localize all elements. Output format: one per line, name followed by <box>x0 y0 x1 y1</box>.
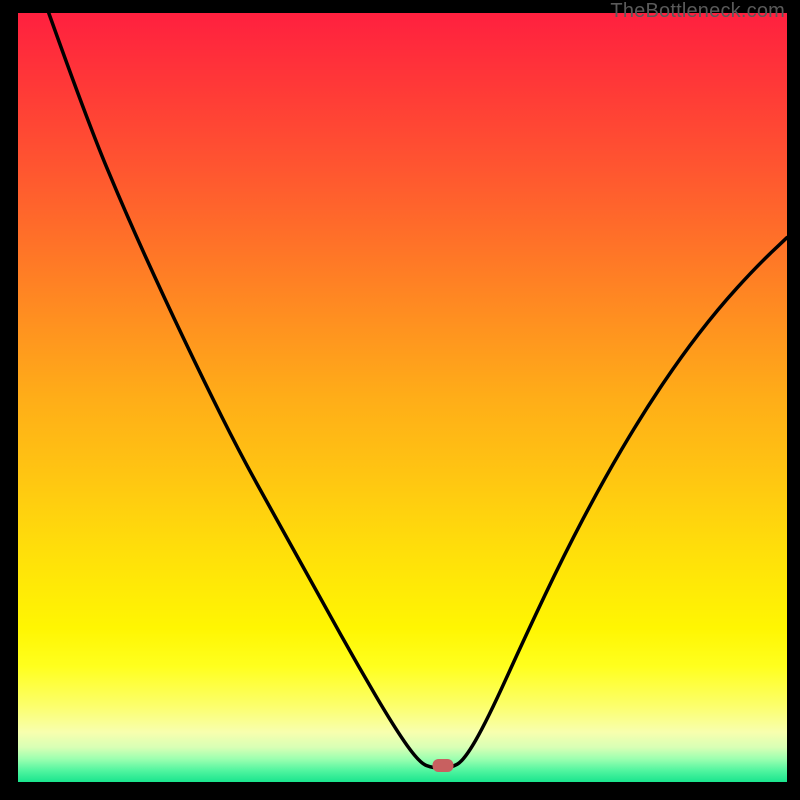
watermark-text: TheBottleneck.com <box>610 0 785 23</box>
bottleneck-curve <box>18 13 787 782</box>
optimal-point-marker <box>433 759 454 777</box>
plot-area <box>18 13 787 782</box>
chart-frame: TheBottleneck.com <box>0 0 800 800</box>
